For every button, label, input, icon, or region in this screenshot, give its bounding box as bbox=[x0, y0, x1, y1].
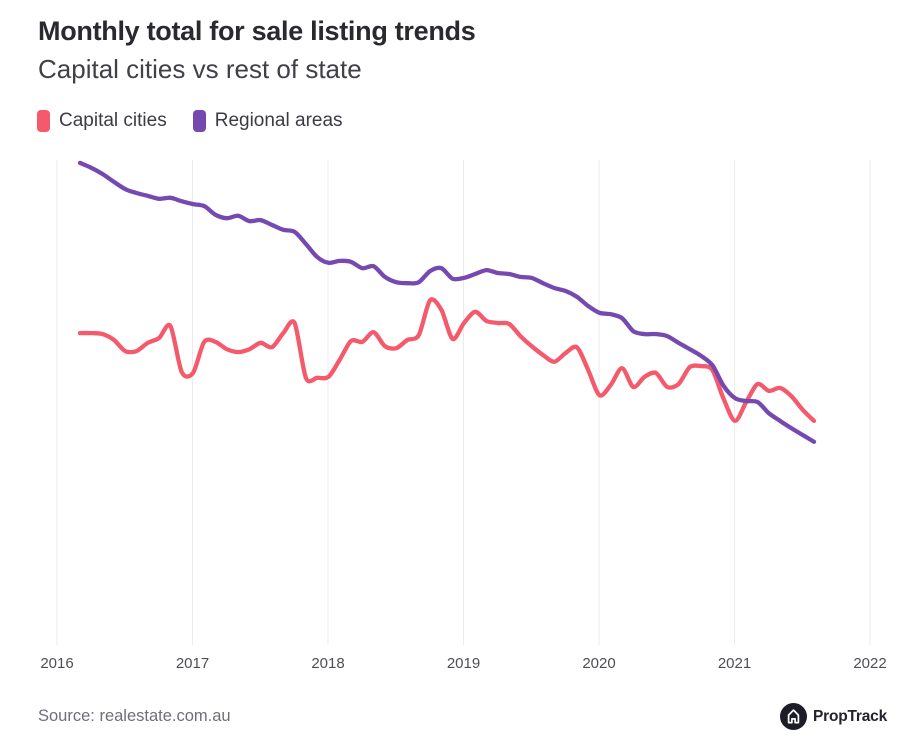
legend-item-capital-cities: Capital cities bbox=[37, 110, 167, 132]
x-tick-label-2021: 2021 bbox=[718, 655, 751, 672]
x-tick-label-2017: 2017 bbox=[176, 655, 209, 672]
x-tick-label-2018: 2018 bbox=[311, 655, 344, 672]
chart-area: 2016 2017 2018 2019 2020 2021 2022 bbox=[0, 148, 897, 693]
proptrack-wordmark: PropTrack bbox=[813, 707, 888, 725]
proptrack-logo: PropTrack bbox=[779, 702, 887, 731]
x-tick-label-2016: 2016 bbox=[40, 655, 73, 672]
legend-label-regional-areas: Regional areas bbox=[214, 110, 343, 131]
line-regional-areas bbox=[77, 160, 817, 444]
x-tick-label-2019: 2019 bbox=[447, 655, 480, 672]
page-title: Monthly total for sale listing trends bbox=[38, 16, 476, 46]
legend-label-capital-cities: Capital cities bbox=[59, 110, 167, 131]
chart-legend: Capital cities Regional areas bbox=[37, 110, 343, 132]
page-subtitle: Capital cities vs rest of state bbox=[38, 54, 362, 84]
line-capital-cities bbox=[77, 297, 817, 424]
proptrack-house-icon bbox=[780, 703, 807, 730]
legend-item-regional-areas: Regional areas bbox=[192, 110, 343, 132]
regional-areas-swatch-icon bbox=[192, 110, 206, 132]
x-tick-label-2020: 2020 bbox=[582, 655, 615, 672]
source-attribution: Source: realestate.com.au bbox=[38, 707, 231, 725]
x-tick-label-2022: 2022 bbox=[853, 655, 886, 672]
capital-cities-swatch-icon bbox=[37, 110, 50, 132]
trend-chart-svg: 2016 2017 2018 2019 2020 2021 2022 bbox=[40, 160, 887, 672]
